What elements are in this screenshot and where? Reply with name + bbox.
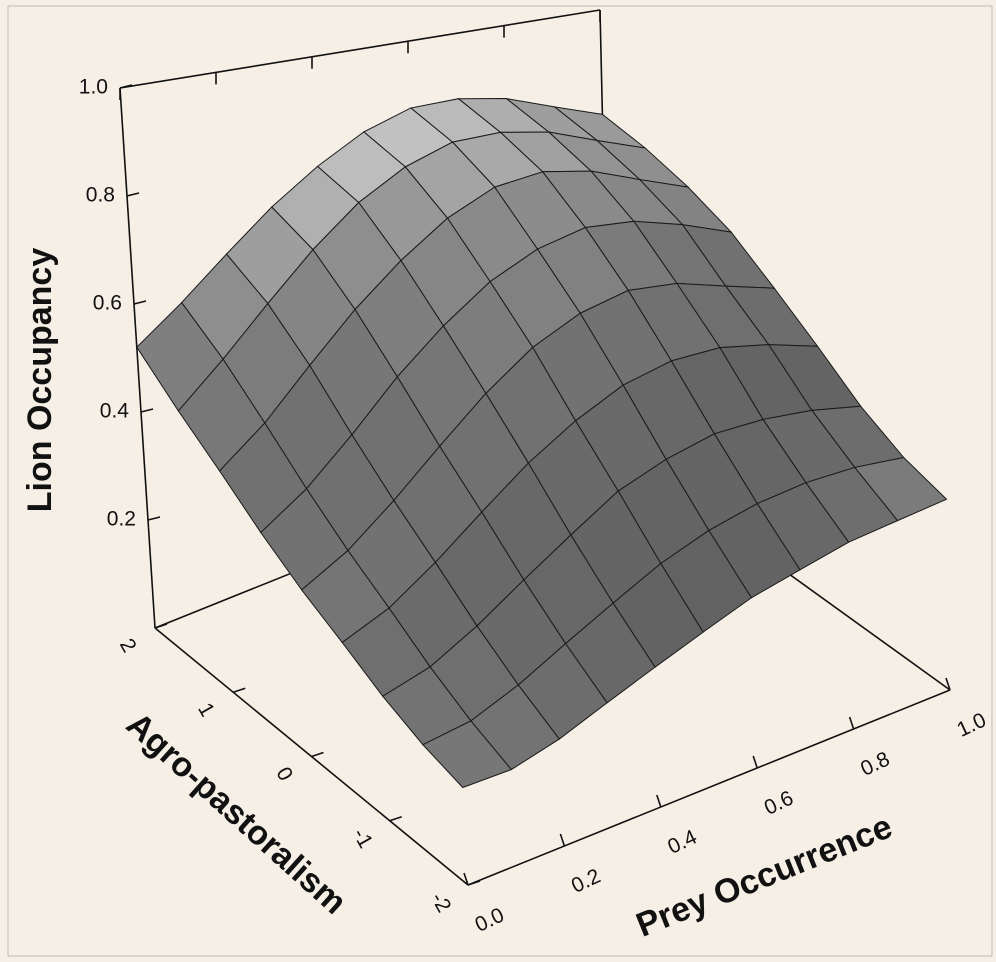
- x-tick: [463, 872, 469, 886]
- z-tick: [133, 300, 147, 305]
- z-tick-label: 1.0: [79, 76, 108, 99]
- y-tick: [467, 880, 481, 886]
- axis-edge: [119, 9, 601, 89]
- y-tick: [311, 751, 324, 758]
- surface-patch: [422, 720, 513, 789]
- y-tick: [154, 623, 168, 629]
- z-tick: [147, 516, 161, 521]
- x-tick: [848, 716, 855, 730]
- z-tick-label: 0.8: [86, 184, 115, 207]
- x-tick: [945, 677, 951, 691]
- y-tick: [389, 815, 403, 822]
- x-tick: [656, 794, 662, 808]
- x-tick: [752, 755, 758, 769]
- surface: [136, 98, 948, 789]
- z-tick: [140, 408, 154, 413]
- z-tick: [126, 192, 140, 197]
- z-tick-label: 0.4: [100, 400, 130, 423]
- z-axis-title: Lion Occupancy: [21, 248, 59, 513]
- axis-edge: [467, 689, 951, 886]
- x-tick: [559, 833, 566, 847]
- y-tick: [232, 687, 246, 694]
- z-tick: [119, 84, 133, 89]
- axis-edge: [119, 87, 156, 629]
- z-tick-label: 0.2: [107, 508, 136, 531]
- z-tick-label: 0.6: [93, 292, 122, 315]
